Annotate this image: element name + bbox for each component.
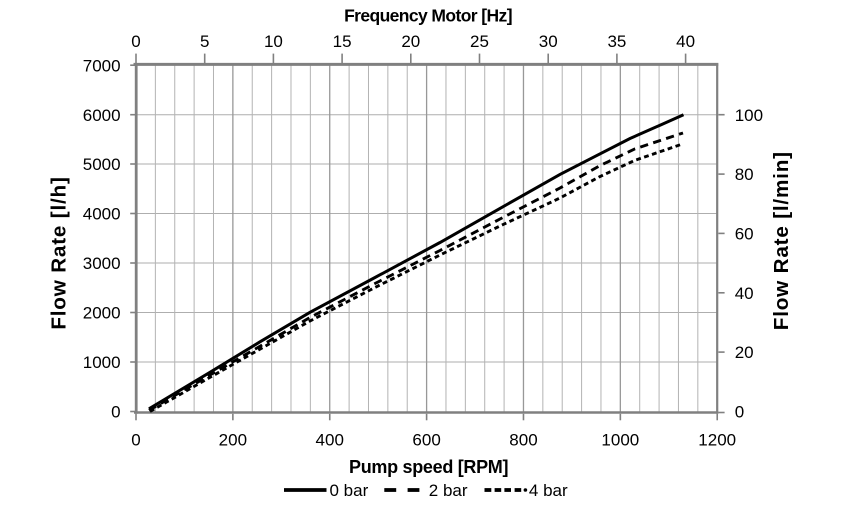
svg-text:1000: 1000 [601,430,639,449]
svg-text:2000: 2000 [83,304,121,323]
svg-text:0 bar: 0 bar [330,481,369,500]
svg-text:7000: 7000 [83,56,121,75]
svg-text:35: 35 [607,32,626,51]
svg-text:Pump speed [RPM]: Pump speed [RPM] [349,457,508,477]
svg-text:800: 800 [509,430,537,449]
svg-text:10: 10 [264,32,283,51]
svg-text:1200: 1200 [698,430,736,449]
svg-text:40: 40 [676,32,695,51]
svg-text:30: 30 [539,32,558,51]
svg-text:Flow Rate [l/h]: Flow Rate [l/h] [48,176,71,329]
svg-text:40: 40 [735,284,754,303]
svg-text:20: 20 [735,343,754,362]
svg-text:5000: 5000 [83,155,121,174]
svg-text:0: 0 [131,430,140,449]
svg-text:60: 60 [735,225,754,244]
svg-text:5: 5 [200,32,209,51]
svg-text:4000: 4000 [83,205,121,224]
svg-text:1000: 1000 [83,353,121,372]
svg-text:0: 0 [131,32,140,51]
svg-text:4 bar: 4 bar [529,481,568,500]
svg-text:Flow Rate [l/min]: Flow Rate [l/min] [770,151,793,330]
svg-text:Frequency Motor [Hz]: Frequency Motor [Hz] [344,6,512,26]
svg-text:20: 20 [401,32,420,51]
svg-text:80: 80 [735,165,754,184]
svg-text:0: 0 [735,403,744,422]
svg-text:25: 25 [470,32,489,51]
svg-text:6000: 6000 [83,106,121,125]
svg-text:100: 100 [735,106,763,125]
svg-text:400: 400 [316,430,344,449]
svg-text:600: 600 [412,430,440,449]
svg-text:0: 0 [111,403,120,422]
svg-text:200: 200 [219,430,247,449]
svg-text:15: 15 [333,32,352,51]
svg-text:3000: 3000 [83,254,121,273]
svg-text:2 bar: 2 bar [429,481,468,500]
